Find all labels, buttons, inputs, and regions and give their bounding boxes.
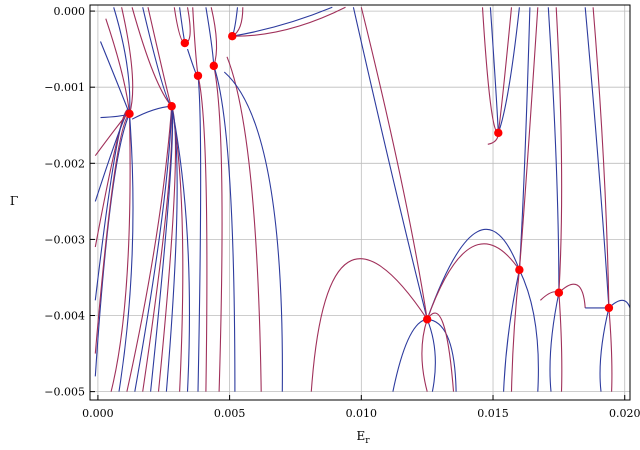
red-curve bbox=[518, 7, 539, 270]
blue-curve bbox=[118, 113, 134, 392]
y-axis-label: Γ bbox=[10, 194, 18, 208]
blue-curve bbox=[518, 7, 531, 270]
red-curve bbox=[421, 319, 428, 392]
red-curve bbox=[105, 18, 131, 114]
data-point bbox=[515, 265, 524, 275]
red-curve bbox=[210, 7, 218, 67]
blue-curve bbox=[497, 7, 520, 134]
data-point bbox=[180, 38, 190, 48]
blue-curve bbox=[223, 71, 283, 392]
blue-curve bbox=[213, 65, 236, 392]
y-tick-label: −0.002 bbox=[44, 157, 85, 170]
y-tick-label: −0.003 bbox=[44, 233, 85, 246]
red-curve bbox=[121, 7, 134, 114]
blue-curve bbox=[131, 105, 172, 120]
blue-curve bbox=[134, 106, 173, 392]
red-curve bbox=[310, 258, 428, 392]
data-point bbox=[554, 288, 564, 297]
blue-curve bbox=[197, 75, 202, 392]
blue-curve bbox=[94, 113, 131, 377]
blue-curve bbox=[549, 292, 560, 392]
points bbox=[125, 32, 614, 324]
red-curve bbox=[426, 312, 455, 392]
red-curve bbox=[426, 243, 520, 320]
data-point bbox=[209, 61, 219, 71]
blue-curve bbox=[503, 269, 520, 392]
red-curve bbox=[213, 65, 223, 392]
red-curve bbox=[497, 7, 513, 133]
red-curve bbox=[232, 6, 346, 37]
blue-curve bbox=[547, 7, 560, 293]
blue-curve bbox=[171, 106, 191, 392]
x-tick-label: 0.005 bbox=[214, 407, 246, 420]
red-curve bbox=[197, 75, 208, 392]
blue-curve bbox=[352, 7, 428, 320]
data-point bbox=[193, 71, 203, 80]
blue-curve bbox=[232, 6, 333, 37]
red-curve bbox=[555, 7, 563, 293]
y-tick-label: 0.000 bbox=[54, 5, 86, 18]
blue-curve bbox=[94, 110, 131, 301]
y-tick-label: −0.001 bbox=[44, 81, 85, 94]
blue-curve bbox=[518, 269, 539, 392]
x-axis-label: Er bbox=[356, 429, 370, 446]
plot-frame bbox=[89, 4, 631, 401]
red-curve bbox=[171, 106, 184, 392]
x-tick-label: 0.010 bbox=[346, 407, 378, 420]
y-tick-label: −0.005 bbox=[44, 386, 85, 399]
red-curve bbox=[147, 7, 173, 108]
y-tick-label: −0.004 bbox=[44, 310, 85, 323]
blue-curve bbox=[427, 318, 457, 392]
data-point bbox=[604, 303, 614, 313]
blue-curve bbox=[584, 7, 610, 308]
data-point bbox=[228, 32, 237, 41]
ticks: 0.000 0.005 0.010 0.015 0.020 0.000 −0.001 −0.0… bbox=[44, 5, 640, 420]
x-tick-label: 0.000 bbox=[82, 407, 114, 420]
grid bbox=[90, 5, 630, 400]
blue-curve bbox=[426, 228, 520, 320]
x-tick-label: 0.015 bbox=[477, 407, 509, 420]
curves bbox=[94, 6, 631, 392]
red-curve bbox=[510, 269, 520, 392]
red-curve bbox=[558, 283, 586, 308]
blue-curve bbox=[426, 319, 436, 392]
red-curve bbox=[608, 307, 613, 392]
blue-curve bbox=[599, 307, 610, 392]
red-curve bbox=[110, 113, 131, 392]
red-curve bbox=[558, 292, 563, 392]
red-curve bbox=[226, 56, 262, 392]
data-point bbox=[422, 315, 432, 324]
red-curve bbox=[126, 106, 173, 392]
red-curve bbox=[184, 7, 191, 44]
data-point bbox=[167, 102, 176, 111]
red-curve bbox=[94, 113, 130, 354]
red-curve bbox=[157, 106, 177, 392]
x-tick-label: 0.020 bbox=[609, 407, 640, 420]
blue-curve bbox=[150, 106, 174, 392]
data-point bbox=[125, 109, 134, 119]
red-curve bbox=[131, 7, 173, 107]
blue-curve bbox=[113, 7, 131, 114]
red-curve bbox=[481, 7, 499, 134]
blue-curve bbox=[489, 7, 499, 133]
red-curve bbox=[592, 7, 610, 308]
red-curve bbox=[173, 7, 186, 44]
data-point bbox=[494, 128, 503, 138]
red-curve bbox=[360, 7, 428, 320]
